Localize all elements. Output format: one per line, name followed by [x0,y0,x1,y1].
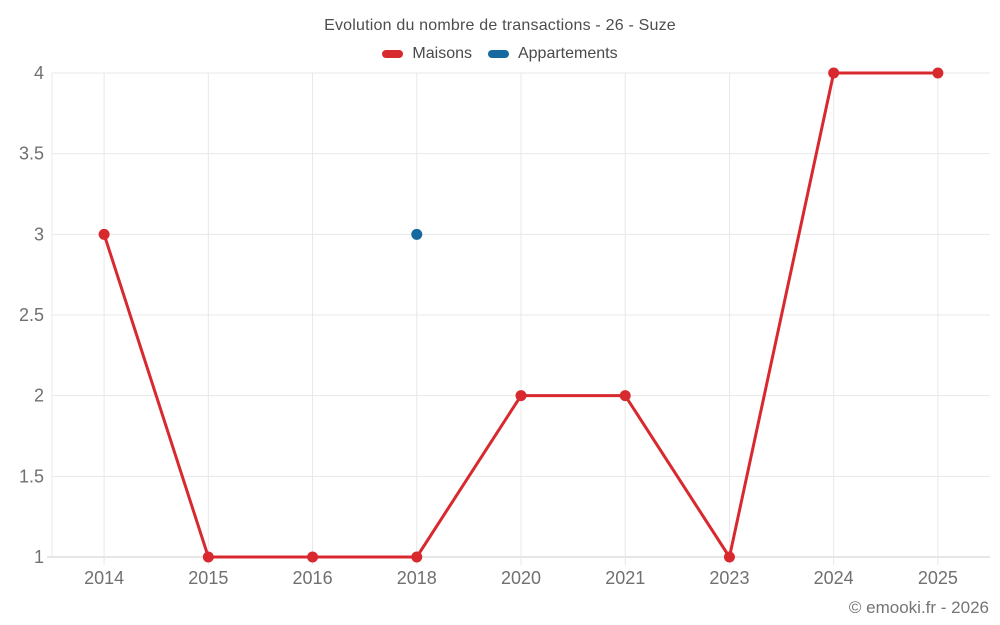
y-axis-tick-label: 3.5 [19,144,44,164]
x-axis-tick-label: 2014 [84,568,124,588]
legend-label-maisons: Maisons [412,45,472,62]
appartements-legend-swatch-icon [487,50,509,58]
data-point-maisons-2014[interactable] [98,228,110,240]
legend-label-appartements: Appartements [517,45,618,62]
data-point-maisons-2021[interactable] [619,390,631,402]
chart-title: Evolution du nombre de transactions - 26… [324,17,676,34]
x-axis-tick-label: 2024 [814,568,854,588]
chart-legend: Maisons Appartements [0,45,1000,63]
legend-item-maisons[interactable]: Maisons [382,45,472,63]
data-point-maisons-2023[interactable] [723,551,735,563]
legend-item-appartements[interactable]: Appartements [487,45,618,63]
y-axis-tick-label: 3 [34,224,44,244]
data-point-maisons-2024[interactable] [828,67,840,79]
y-axis-tick-label: 1.5 [19,466,44,486]
x-axis-tick-label: 2015 [188,568,228,588]
data-point-maisons-2025[interactable] [932,67,944,79]
data-point-maisons-2016[interactable] [307,551,319,563]
footer-credit: © emooki.fr - 2026 [848,598,989,617]
x-axis-tick-label: 2020 [501,568,541,588]
x-axis-tick-label: 2025 [918,568,958,588]
data-point-appartements-2018[interactable] [411,228,423,240]
x-axis-tick-label: 2018 [397,568,437,588]
y-axis-tick-label: 4 [34,63,44,83]
x-axis-tick-label: 2016 [293,568,333,588]
y-axis-tick-label: 2.5 [19,305,44,325]
data-point-maisons-2018[interactable] [411,551,423,563]
data-point-maisons-2020[interactable] [515,390,527,402]
data-point-maisons-2015[interactable] [202,551,214,563]
maisons-legend-swatch-icon [382,50,404,58]
x-axis-tick-label: 2023 [709,568,749,588]
y-axis-tick-label: 1 [34,547,44,567]
y-axis-tick-label: 2 [34,386,44,406]
x-axis-tick-label: 2021 [605,568,645,588]
